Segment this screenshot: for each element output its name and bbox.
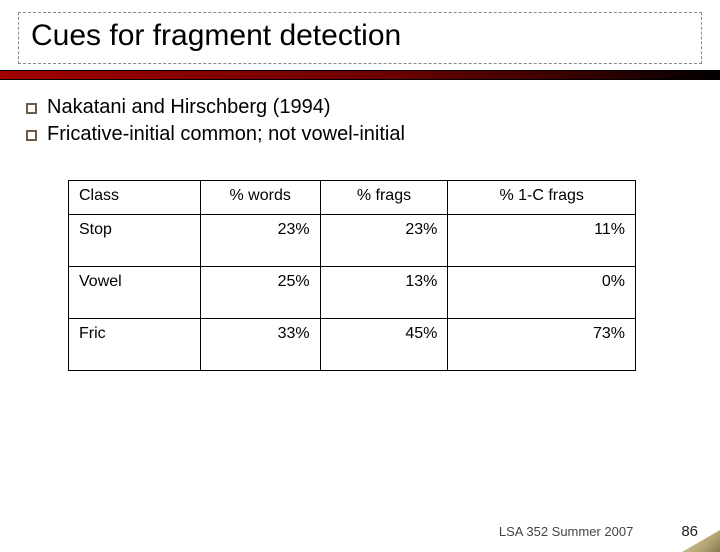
cell-1c: 11%	[448, 215, 636, 267]
table-header-row: Class % words % frags % 1-C frags	[69, 181, 636, 215]
cell-frags: 13%	[320, 267, 448, 319]
bullet-text: Fricative-initial common; not vowel-init…	[47, 123, 405, 146]
cell-class: Stop	[69, 215, 201, 267]
bullet-item: Nakatani and Hirschberg (1994)	[26, 96, 694, 119]
data-table: Class % words % frags % 1-C frags Stop 2…	[68, 180, 636, 371]
cell-words: 33%	[200, 319, 320, 371]
col-header-words: % words	[200, 181, 320, 215]
cell-frags: 45%	[320, 319, 448, 371]
content-area: Nakatani and Hirschberg (1994) Fricative…	[0, 80, 720, 371]
cell-class: Fric	[69, 319, 201, 371]
col-header-1c: % 1-C frags	[448, 181, 636, 215]
data-table-wrap: Class % words % frags % 1-C frags Stop 2…	[68, 180, 636, 371]
bullet-item: Fricative-initial common; not vowel-init…	[26, 123, 694, 146]
page-number: 86	[681, 523, 698, 540]
bullet-icon	[26, 130, 37, 141]
cell-class: Vowel	[69, 267, 201, 319]
col-header-class: Class	[69, 181, 201, 215]
table-row: Stop 23% 23% 11%	[69, 215, 636, 267]
cell-words: 25%	[200, 267, 320, 319]
footer-text: LSA 352 Summer 2007	[499, 524, 633, 539]
bullet-icon	[26, 103, 37, 114]
cell-1c: 0%	[448, 267, 636, 319]
col-header-frags: % frags	[320, 181, 448, 215]
cell-words: 23%	[200, 215, 320, 267]
accent-bar	[0, 70, 720, 80]
cell-1c: 73%	[448, 319, 636, 371]
footer: LSA 352 Summer 2007 86	[499, 523, 698, 540]
bullet-text: Nakatani and Hirschberg (1994)	[47, 96, 331, 119]
table-row: Vowel 25% 13% 0%	[69, 267, 636, 319]
cell-frags: 23%	[320, 215, 448, 267]
title-box: Cues for fragment detection	[18, 12, 702, 64]
slide-title: Cues for fragment detection	[31, 19, 689, 53]
table-row: Fric 33% 45% 73%	[69, 319, 636, 371]
